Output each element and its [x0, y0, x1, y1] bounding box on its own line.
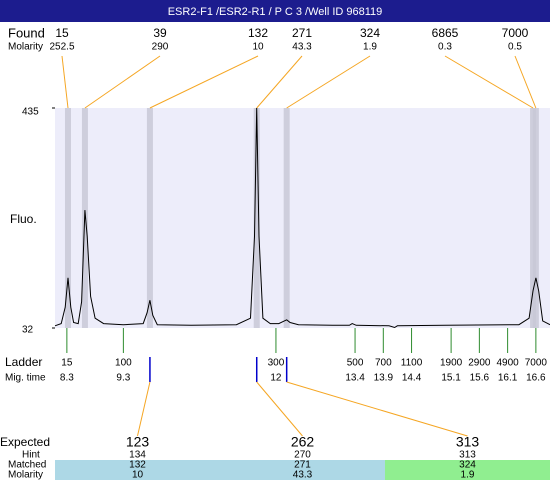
- title: ESR2-F1 /ESR2-R1 / P C 3 /Well ID 968119: [168, 6, 383, 18]
- title-bar: [0, 0, 550, 22]
- found-size: 324: [360, 26, 380, 40]
- ladder-size: 15: [61, 358, 73, 369]
- ladder-size: 2900: [468, 358, 491, 369]
- y-axis-label: Fluo.: [10, 212, 37, 226]
- expected-size: 262: [291, 434, 315, 450]
- hint-size: 313: [459, 450, 476, 461]
- ladder-label: Ladder: [5, 355, 42, 369]
- expected-rows: [55, 460, 550, 480]
- expected-molarity: 43.3: [293, 470, 313, 480]
- ladder-size: 7000: [525, 358, 548, 369]
- hint-label: Hint: [22, 450, 40, 461]
- mig-time: 16.6: [526, 373, 546, 384]
- expected-size: 123: [126, 434, 150, 450]
- mig-time: 15.1: [441, 373, 461, 384]
- found-molarity-label: Molarity: [8, 42, 43, 53]
- hint-size: 134: [129, 450, 146, 461]
- peak-link: [256, 55, 303, 109]
- plot-area: [55, 108, 550, 328]
- expected-molarity: 1.9: [461, 470, 475, 480]
- mig-time: 14.4: [402, 373, 422, 384]
- ladder-size: 4900: [496, 358, 519, 369]
- peak-link: [444, 55, 534, 109]
- hint-size: 270: [294, 450, 311, 461]
- mig-time: 15.6: [470, 373, 490, 384]
- peak-band: [283, 108, 290, 328]
- ladder-size: 300: [268, 358, 285, 369]
- ladder-size: 1100: [401, 358, 423, 369]
- found-molarity: 0.5: [508, 42, 522, 53]
- mig-time: 9.3: [116, 373, 130, 384]
- expected-link: [256, 381, 303, 437]
- expected-size: 313: [456, 434, 480, 450]
- peak-link: [286, 55, 371, 109]
- peak-link: [514, 55, 537, 109]
- found-size: 39: [153, 26, 167, 40]
- matched-label: Matched: [8, 460, 46, 471]
- y-tick-label: 435: [22, 107, 39, 118]
- matched-size: 324: [459, 460, 476, 471]
- matched-size: 132: [129, 460, 146, 471]
- expected-link: [137, 381, 151, 437]
- mig-time-label: Mig. time: [5, 373, 46, 384]
- expected-molarity: 10: [132, 470, 144, 480]
- mig-time: 16.1: [498, 373, 518, 384]
- mig-time: 12: [270, 373, 282, 384]
- found-molarity: 252.5: [49, 42, 74, 53]
- peak-band: [253, 108, 260, 328]
- ladder-size: 100: [115, 358, 132, 369]
- found-size: 15: [55, 26, 69, 40]
- found-label: Found: [8, 25, 45, 40]
- mig-time: 13.9: [374, 373, 394, 384]
- found-molarity: 290: [152, 42, 169, 53]
- found-molarity: 10: [252, 42, 264, 53]
- matched-cell: [385, 460, 550, 480]
- peak-link: [61, 55, 69, 109]
- found-size: 132: [248, 26, 268, 40]
- peak-band: [532, 108, 539, 328]
- matched-cell: [220, 460, 385, 480]
- matched-cell: [55, 460, 220, 480]
- expected-link: [286, 381, 468, 437]
- matched-size: 271: [294, 460, 311, 471]
- found-size: 7000: [502, 26, 529, 40]
- trace: [54, 107, 550, 329]
- found-molarity: 43.3: [292, 42, 312, 53]
- peak-band: [64, 108, 71, 328]
- found-molarity: 0.3: [438, 42, 452, 53]
- found-size: 6865: [432, 26, 459, 40]
- found-molarity: 1.9: [363, 42, 377, 53]
- expected-molarity-label: Molarity: [8, 470, 43, 480]
- peak-band: [146, 108, 153, 328]
- mig-time: 13.4: [345, 373, 365, 384]
- ladder-size: 500: [347, 358, 364, 369]
- y-tick-label: 32: [22, 325, 34, 336]
- found-size: 271: [292, 26, 312, 40]
- ladder-size: 700: [375, 358, 392, 369]
- mig-time: 8.3: [60, 373, 74, 384]
- ladder-size: 1900: [440, 358, 463, 369]
- peak-link: [149, 55, 259, 109]
- expected-label: Expected: [0, 435, 50, 449]
- peak-link: [84, 55, 161, 109]
